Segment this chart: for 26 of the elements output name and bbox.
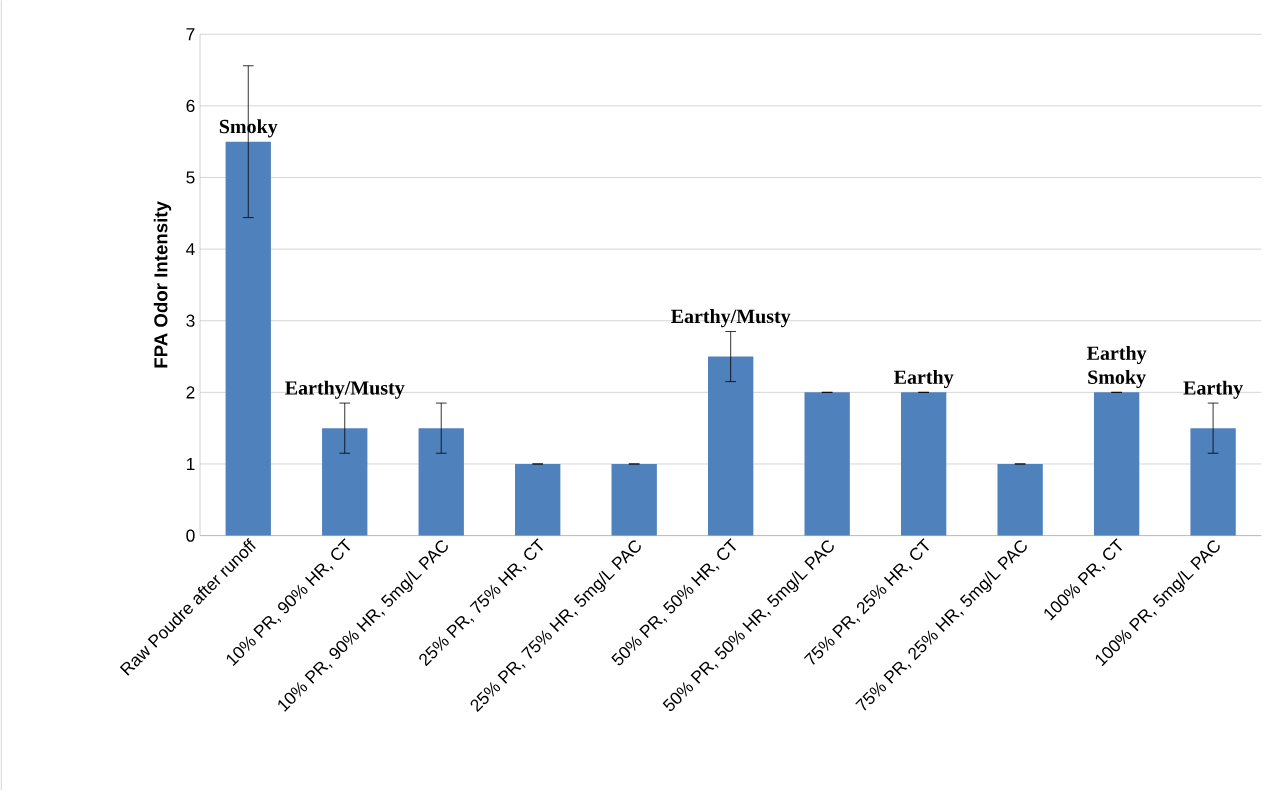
y-tick-label: 3: [186, 314, 195, 328]
bar: [515, 464, 561, 536]
bar: [997, 464, 1043, 536]
bar: [611, 464, 657, 536]
y-tick-label: 4: [186, 243, 195, 256]
annotation: Earthy: [1183, 380, 1243, 400]
bar: [1190, 428, 1236, 536]
bar: [225, 141, 271, 536]
y-tick-label: 7: [186, 28, 195, 41]
y-tick-label: 0: [186, 529, 195, 542]
bar: [322, 428, 368, 536]
annotation: Smoky: [1088, 370, 1146, 389]
bar: [1093, 392, 1140, 536]
y-tick-label: 1: [186, 458, 195, 471]
y-tick-label: 6: [186, 99, 195, 113]
annotation: Earthy: [1086, 346, 1147, 365]
bar: [708, 356, 754, 536]
y-tick-label: 5: [186, 171, 195, 184]
bar: [804, 392, 850, 536]
y-tick-label: 2: [186, 386, 195, 399]
y-axis-title: FPA Odor Intensity: [153, 201, 172, 368]
annotation: Earthy: [893, 370, 954, 389]
bar: [900, 392, 947, 536]
annotation: Earthy/Musty: [671, 309, 791, 328]
annotation: Earthy/Musty: [285, 380, 405, 400]
bar: [418, 428, 464, 536]
